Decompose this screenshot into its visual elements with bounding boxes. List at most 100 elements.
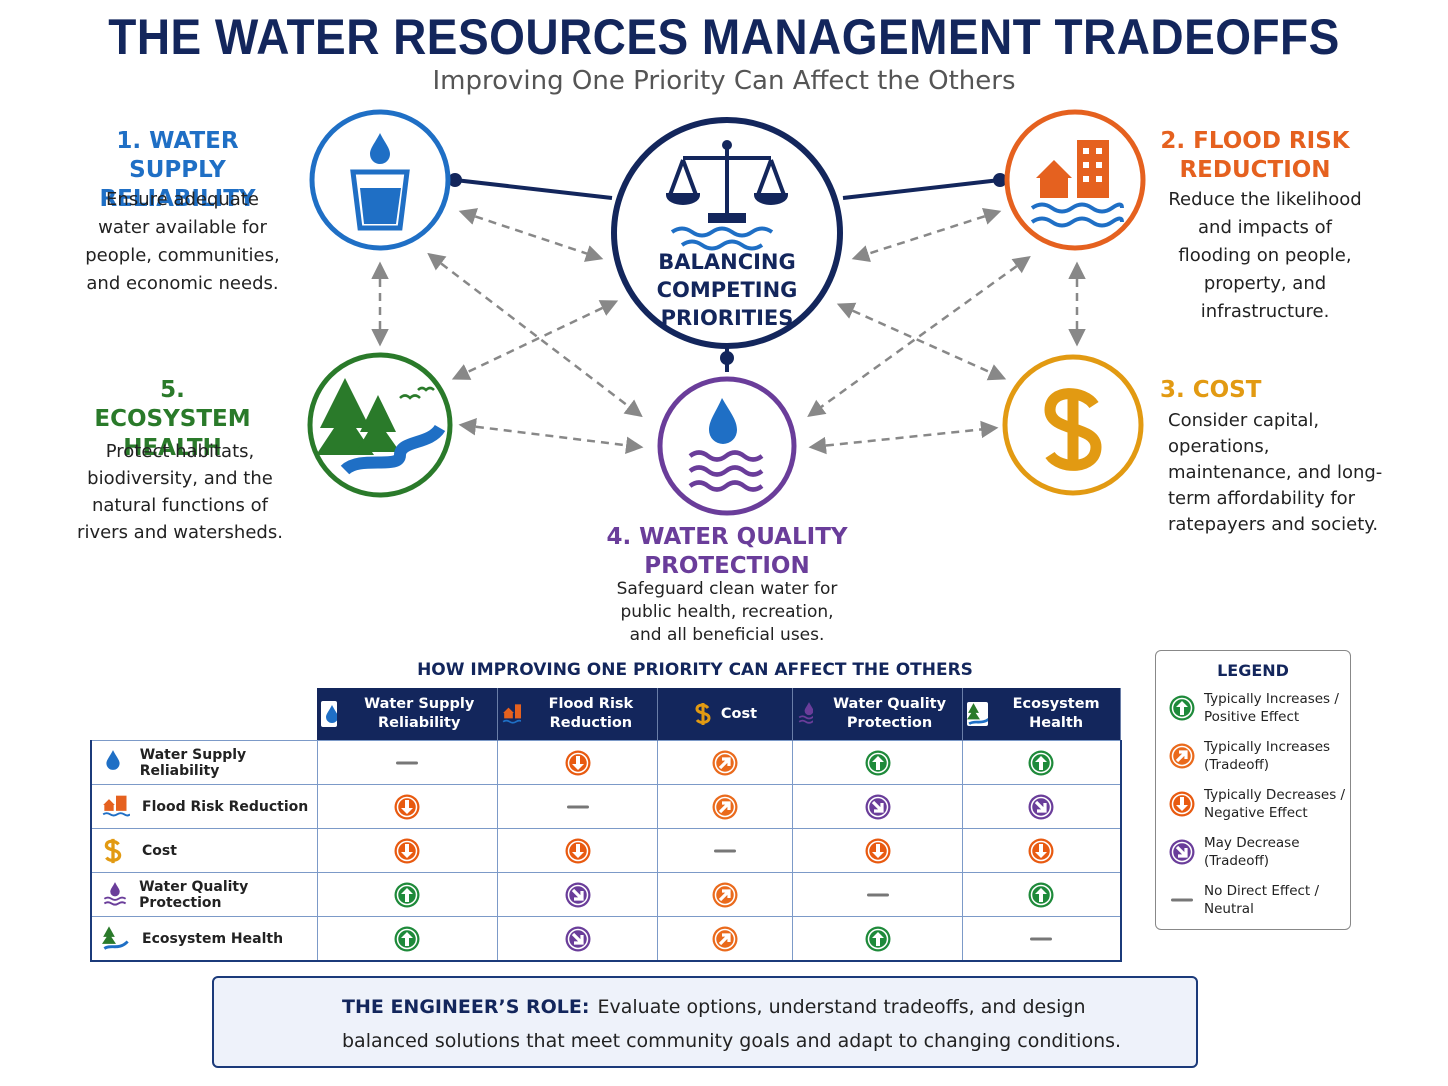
shape [657, 376, 797, 516]
icon [395, 926, 420, 951]
shape [448, 173, 1007, 372]
shape: Typically Increases (Tradeoff) [1168, 736, 1350, 776]
shape [680, 239, 764, 251]
icon [713, 882, 738, 907]
priority-description: Consider capital, operations, maintenanc… [1168, 410, 1383, 535]
legend-item: Typically Increases (Tradeoff) [1204, 739, 1331, 773]
shape [393, 793, 421, 821]
shape [792, 872, 963, 917]
icon [865, 926, 890, 951]
shape: Cost [90, 828, 318, 873]
shape: Typically Increases / Positive Effect [1168, 688, 1350, 728]
shape [1083, 148, 1102, 182]
column-header: Water Supply Reliability [364, 696, 475, 731]
shape [427, 252, 643, 418]
legend: LEGEND Typically Increases / Positive Ef… [1155, 650, 1351, 930]
icon [395, 794, 420, 819]
legend-item: Typically Increases / Positive Effect [1204, 691, 1339, 725]
shape: Ecosystem Health [90, 916, 1122, 962]
shape [1004, 109, 1146, 251]
shape [657, 872, 793, 917]
shape [836, 302, 1007, 381]
shape [102, 794, 130, 816]
icon [865, 750, 890, 775]
shape: Typically Decreases / Negative Effect [1168, 784, 1350, 824]
shape [497, 828, 658, 873]
shape [1168, 742, 1196, 770]
shape: Water Quality Protection [90, 872, 1122, 917]
shape [393, 881, 421, 909]
priority-description: Ensure adequate water available for peop… [85, 189, 280, 294]
shape [1168, 838, 1196, 866]
shape: Water Quality Protection [90, 872, 318, 917]
row-header: Water Supply Reliability [139, 746, 247, 779]
footer-text: Evaluate options, understand tradeoffs, … [342, 996, 1122, 1052]
shape [688, 480, 764, 492]
icon [1170, 792, 1195, 817]
shape [340, 424, 446, 475]
shape [864, 881, 892, 909]
icon [967, 702, 989, 726]
shape [665, 145, 789, 223]
shape: Flood Risk Reduction [102, 793, 316, 821]
row-header: Water Quality Protection [139, 878, 249, 911]
shape [1168, 790, 1196, 818]
shape [1027, 837, 1055, 865]
shape: Water Supply Reliability [102, 747, 316, 779]
shape [497, 784, 658, 829]
footer-heading: THE ENGINEER’S ROLE: [342, 996, 590, 1018]
shape [722, 140, 732, 150]
shape [808, 420, 999, 455]
shape [350, 169, 410, 231]
icon [395, 882, 420, 907]
shape [792, 740, 963, 785]
shape [497, 740, 658, 785]
shape [564, 749, 592, 777]
shape [316, 872, 498, 917]
column-header: Cost [720, 705, 758, 722]
shape [792, 916, 963, 962]
legend-title: LEGEND [1217, 661, 1289, 680]
icon [1029, 838, 1054, 863]
shape: Ecosystem Health [962, 688, 1121, 741]
shape [102, 924, 130, 950]
icon [867, 893, 889, 896]
icon [102, 794, 130, 816]
shape [91, 688, 317, 741]
priority-label: 3. COST [1160, 377, 1262, 403]
legend-item: May Decrease (Tradeoff) [1204, 835, 1300, 869]
shape [688, 465, 764, 477]
shape [371, 207, 1086, 455]
shape [360, 188, 401, 224]
shape [106, 749, 120, 770]
shape: Water Supply Reliability [90, 740, 1122, 785]
shape [1036, 160, 1072, 198]
shape [962, 916, 1122, 962]
shape: May Decrease (Tradeoff) [1168, 832, 1350, 872]
shape [564, 925, 592, 953]
icon [1171, 899, 1193, 902]
legend-item: No Direct Effect / Neutral [1204, 883, 1320, 917]
row-header: Flood Risk Reduction [142, 798, 309, 815]
shape: Water Quality Protection [102, 879, 316, 911]
icon [865, 838, 890, 863]
shape: Water Supply Reliability Flood Risk Redu… [90, 688, 1122, 962]
icon [565, 750, 590, 775]
shape [1096, 162, 1102, 168]
title: THE WATER RESOURCES MANAGEMENT TRADEOFFS [108, 9, 1340, 65]
column-header: Ecosystem Health [1012, 696, 1100, 731]
shape: Cost [657, 688, 793, 741]
shape [864, 749, 892, 777]
shape [399, 386, 435, 400]
shape [393, 837, 421, 865]
icon [1029, 882, 1054, 907]
shape [864, 925, 892, 953]
icon [565, 838, 590, 863]
shape [564, 793, 592, 821]
priority-description: Reduce the likelihood and impacts of flo… [1168, 189, 1362, 322]
shape: Water Supply Reliability [90, 740, 318, 785]
priority-label: 1. WATER SUPPLY RELIABILITY [99, 128, 256, 212]
shape [1030, 202, 1124, 228]
shape [356, 395, 400, 452]
